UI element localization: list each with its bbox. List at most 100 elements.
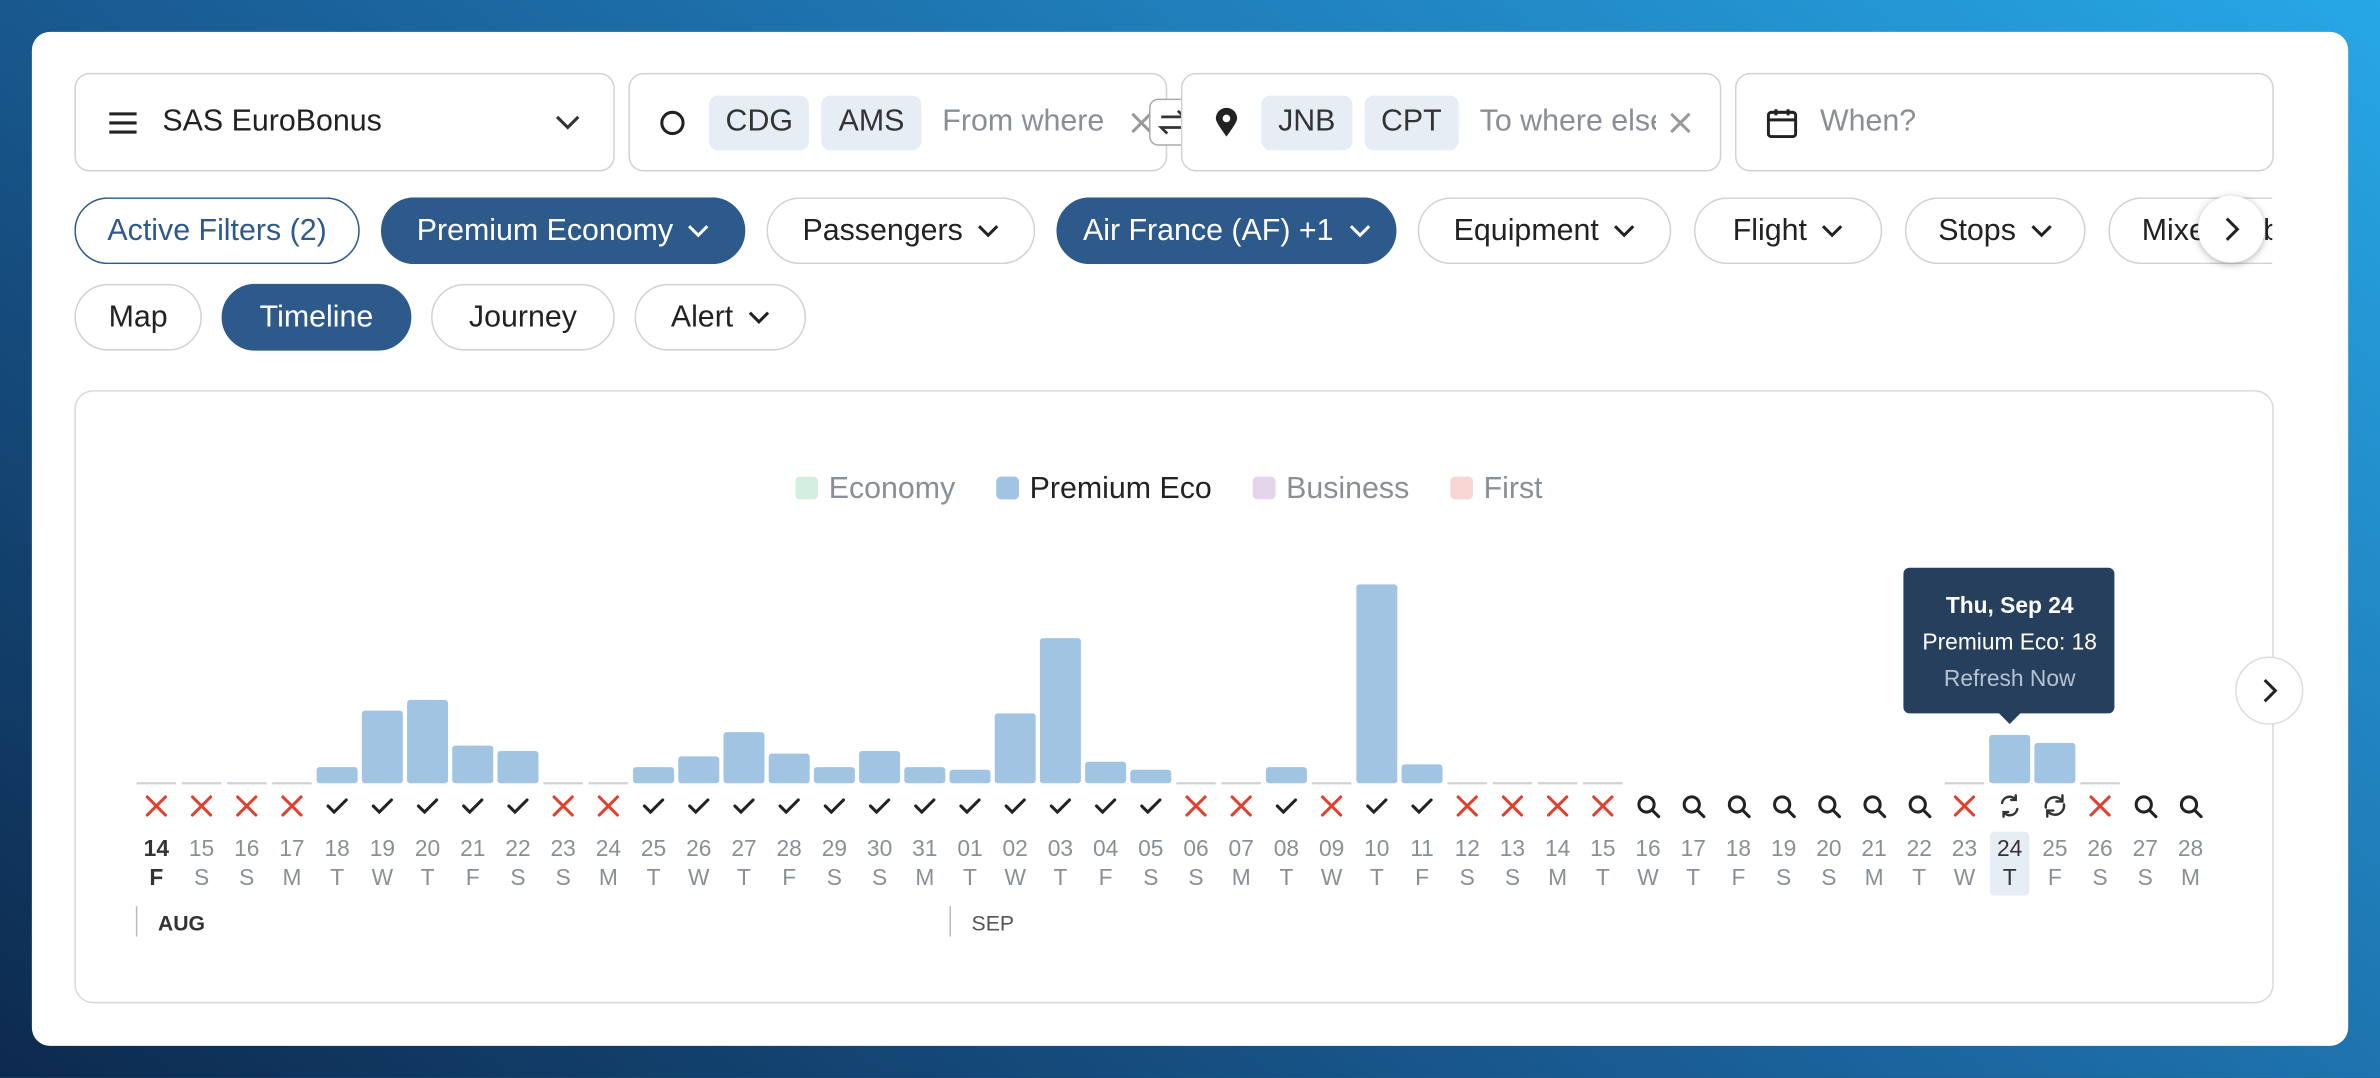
legend-swatch [1450, 476, 1474, 500]
view-pill[interactable]: Timeline [221, 283, 412, 351]
scroll-right-button[interactable] [2197, 195, 2265, 263]
destination-chip[interactable]: CPT [1364, 94, 1459, 150]
day-label: 26 [686, 835, 711, 861]
bar [452, 745, 494, 784]
x-icon [236, 795, 258, 817]
tooltip-action[interactable]: Refresh Now [1944, 665, 2076, 691]
day-label: 19 [1771, 835, 1796, 861]
weekday-label: F [149, 864, 163, 890]
check-icon [1094, 798, 1117, 815]
search-handle [1877, 809, 1887, 819]
weekday-label: F [782, 864, 796, 890]
weekday-label: T [963, 864, 977, 890]
status-icon [2134, 795, 2158, 819]
x-icon [597, 795, 619, 817]
weekday-label: S [239, 864, 254, 890]
next-button[interactable] [2235, 656, 2304, 725]
check-icon [914, 798, 936, 815]
x-icon [552, 795, 574, 817]
day-label: 02 [1003, 835, 1028, 861]
day-label: 06 [1183, 835, 1208, 861]
day-label: 15 [1590, 835, 1615, 861]
check-icon [959, 798, 981, 815]
filter-pill[interactable]: Passengers [766, 197, 1036, 265]
day-label: 20 [415, 835, 440, 861]
destination-input[interactable]: JNB CPT To where else? [1180, 72, 1722, 172]
filter-pill[interactable]: Premium Economy [380, 197, 746, 265]
program: SAS EuroBonus [162, 104, 382, 139]
status-icon [1230, 795, 1252, 817]
tooltip [1903, 567, 2115, 714]
check-icon [823, 798, 846, 815]
destination-chip[interactable]: JNB [1261, 94, 1353, 150]
day-label: 17 [1681, 835, 1706, 861]
weekday-label: W [688, 864, 710, 890]
weekday-label: F [2048, 864, 2062, 890]
legend-label: Premium Eco [1030, 472, 1212, 505]
clear-icon[interactable] [1129, 110, 1153, 134]
day-label: 22 [1907, 835, 1932, 861]
status-icon [326, 798, 348, 815]
filter-pill[interactable]: Active Filters (2) [74, 197, 360, 265]
day-label: 31 [912, 835, 937, 861]
weekday-label: M [1232, 864, 1251, 890]
clear-icon[interactable] [1668, 110, 1692, 134]
bar [361, 710, 403, 784]
destination-placeholder: To where else? [1479, 104, 1656, 139]
status-icon [1366, 798, 1388, 815]
weekday-label: S [1188, 864, 1203, 890]
legend-label: First [1484, 472, 1544, 505]
status-icon [1501, 795, 1524, 817]
refresh-icon [2044, 794, 2066, 818]
day-label: 23 [1952, 835, 1977, 861]
bar [1130, 769, 1172, 784]
weekday-label: T [330, 864, 344, 890]
check-icon [1275, 798, 1298, 815]
weekday-label: S [2092, 864, 2107, 890]
program-select[interactable]: SAS EuroBonus [74, 72, 615, 172]
view-pill[interactable]: Alert [634, 283, 807, 351]
x-icon [2089, 795, 2111, 817]
x-icon [1185, 795, 1207, 817]
day-label: 07 [1229, 835, 1254, 861]
filter-pill[interactable]: Air France (AF) +1 [1056, 197, 1397, 265]
filter-label: Stops [1938, 213, 2016, 247]
weekday-label: S [194, 864, 209, 890]
date-input[interactable]: When? [1734, 72, 2274, 172]
weekday-label: S [1460, 864, 1475, 890]
search-handle [1696, 809, 1706, 819]
check-icon [371, 798, 393, 815]
day-label: 27 [2133, 835, 2158, 861]
view-label: Alert [670, 299, 734, 334]
filter-pill[interactable]: Equipment [1417, 197, 1672, 265]
filter-label: Premium Economy [416, 213, 674, 247]
status-icon [1592, 795, 1614, 817]
legend-swatch [795, 476, 819, 500]
view-pill[interactable]: Map [74, 283, 202, 351]
search-handle [1922, 809, 1932, 819]
legend-swatch [996, 476, 1020, 500]
origin-input[interactable]: CDG AMS From where [628, 72, 1168, 172]
filter-pill[interactable]: Flight [1693, 197, 1883, 265]
search-icon [1863, 795, 1882, 814]
status-icon [1863, 795, 1887, 819]
origin-chip[interactable]: AMS [821, 94, 922, 150]
filter-pill[interactable]: Stops [1904, 197, 2086, 265]
check-icon [1049, 798, 1072, 815]
weekday-label: S [510, 864, 525, 890]
status-icon [190, 795, 213, 817]
status-icon [1682, 795, 1706, 819]
status-icon [688, 798, 710, 815]
status-icon [145, 795, 167, 817]
view-pill[interactable]: Journey [431, 283, 615, 351]
filter-label: Flight [1732, 213, 1807, 247]
bar [2034, 742, 2076, 784]
check-icon [1366, 798, 1388, 815]
x-icon [1230, 795, 1252, 817]
search-handle [2193, 809, 2203, 819]
status-icon [1953, 795, 1976, 817]
origin-chip[interactable]: CDG [708, 94, 810, 150]
check-icon [1004, 798, 1026, 815]
status-icon [1320, 795, 1343, 817]
